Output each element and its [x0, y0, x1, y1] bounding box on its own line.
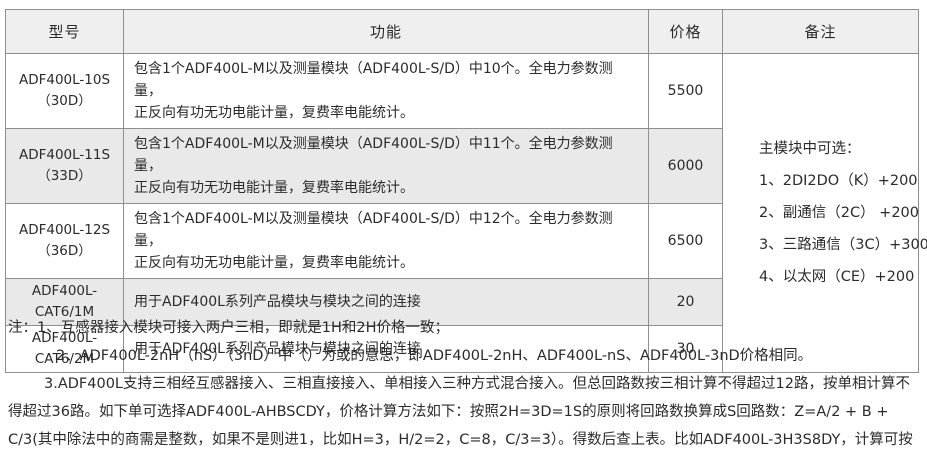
remark-option: 2、副通信（2C） +200: [759, 205, 920, 221]
function-cell: 包含1个ADF400L-M以及测量模块（ADF400L-S/D）中11个。全电力…: [123, 128, 649, 204]
table-row: ADF400L-CAT6/1M 用于ADF400L系列产品模块与模块之间的连接 …: [5, 278, 919, 326]
table-row: ADF400L-10S （30D） 包含1个ADF400L-M以及测量模块（AD…: [5, 53, 927, 373]
function-text: 正反向有功无功电能计量，复费率电能统计。: [134, 255, 414, 271]
header-function: 功能: [123, 9, 649, 54]
function-text: 正反向有功无功电能计量，复费率电能统计。: [134, 180, 414, 196]
price-cell: 20: [648, 278, 723, 326]
function-cell: 用于ADF400L系列产品模块与模块之间的连接: [123, 325, 649, 373]
header-price: 价格: [648, 9, 723, 54]
remark-option: 4、以太网（CE）+200: [759, 269, 915, 285]
price-cell: 5500: [648, 53, 723, 129]
model-variant: （36D）: [37, 243, 92, 259]
remark-option: 3、三路通信（3C）+300: [759, 237, 927, 253]
model-name: ADF400L-12S: [18, 222, 111, 238]
footnote-2: 2、ADF400L-2nH（nS）（3nD）中（）为或的意思，即ADF400L-…: [56, 348, 813, 364]
footnotes: 注：1、互感器接入模块可接入两户三相，即就是1H和2H价格一致； 2、ADF40…: [8, 314, 921, 457]
function-text: 正反向有功无功电能计量，复费率电能统计。: [134, 105, 414, 121]
table-row: ADF400L-11S （33D） 包含1个ADF400L-M以及测量模块（AD…: [5, 128, 919, 204]
model-cell: ADF400L-11S （33D）: [5, 128, 124, 204]
model-cell: ADF400L-10S （30D）: [5, 53, 124, 129]
function-cell: 包含1个ADF400L-M以及测量模块（ADF400L-S/D）中10个。全电力…: [123, 53, 649, 129]
function-text: 用于ADF400L系列产品模块与模块之间的连接: [134, 294, 421, 310]
function-text: 包含1个ADF400L-M以及测量模块（ADF400L-S/D）中10个。全电力…: [134, 61, 613, 99]
model-cell: ADF400L-12S （36D）: [5, 203, 124, 279]
price-cell: 6500: [648, 203, 723, 279]
header-remark: 备注: [722, 9, 919, 54]
footnote-3: 3.ADF400L支持三相经互感器接入、三相直接接入、单相接入三种方式混合接入。…: [8, 376, 913, 448]
table-header-row: 型号 功能 价格 备注: [5, 9, 919, 54]
remark-cell: 主模块中可选： 1、2DI2DO（K）+200 2、副通信（2C） +200 3…: [722, 53, 927, 373]
remark-title: 主模块中可选：: [759, 141, 861, 157]
table-row: ADF400L-12S （36D） 包含1个ADF400L-M以及测量模块（AD…: [5, 203, 919, 279]
footnote-1: 注：1、互感器接入模块可接入两户三相，即就是1H和2H价格一致；: [8, 320, 449, 336]
price-table: 型号 功能 价格 备注 ADF400L-10S （30D） 包含1个ADF400…: [5, 9, 927, 373]
model-name: ADF400L-CAT6/2M: [31, 330, 98, 367]
price-cell: 30: [648, 325, 723, 373]
header-model: 型号: [5, 9, 124, 54]
function-cell: 包含1个ADF400L-M以及测量模块（ADF400L-S/D）中12个。全电力…: [123, 203, 649, 279]
remark-option: 1、2DI2DO（K）+200: [759, 173, 918, 189]
table-row: ADF400L-CAT6/2M 用于ADF400L系列产品模块与模块之间的连接 …: [5, 325, 919, 373]
function-cell: 用于ADF400L系列产品模块与模块之间的连接: [123, 278, 649, 326]
price-cell: 6000: [648, 128, 723, 204]
function-text: 包含1个ADF400L-M以及测量模块（ADF400L-S/D）中11个。全电力…: [134, 136, 613, 174]
model-cell: ADF400L-CAT6/1M: [5, 278, 124, 326]
model-variant: （30D）: [37, 93, 92, 109]
model-variant: （33D）: [37, 168, 92, 184]
model-name: ADF400L-10S: [18, 72, 111, 88]
model-name: ADF400L-11S: [18, 147, 111, 163]
model-cell: ADF400L-CAT6/2M: [5, 325, 124, 373]
model-name: ADF400L-CAT6/1M: [31, 283, 98, 320]
function-text: 包含1个ADF400L-M以及测量模块（ADF400L-S/D）中12个。全电力…: [134, 211, 613, 249]
function-text: 用于ADF400L系列产品模块与模块之间的连接: [134, 341, 421, 357]
